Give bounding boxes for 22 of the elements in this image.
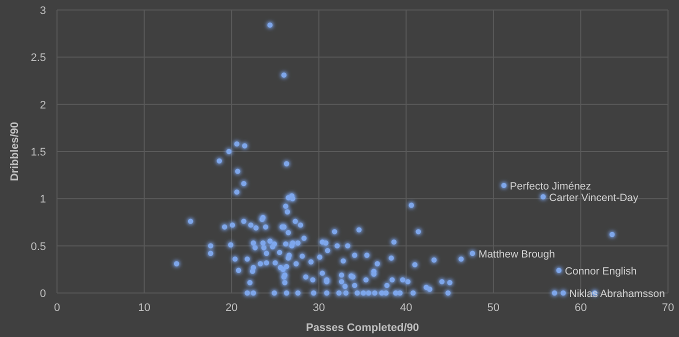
y-tick-label: 3 <box>40 5 46 17</box>
y-tick-label: 1.5 <box>30 146 46 158</box>
y-axis-title: Dribbles/90 <box>9 122 21 182</box>
y-tick-label: 1 <box>40 194 46 206</box>
annotation: Connor English <box>564 265 637 278</box>
x-tick-label: 60 <box>574 302 587 314</box>
x-tick-label: 70 <box>662 302 674 314</box>
x-tick-label: 50 <box>487 302 500 314</box>
x-tick-label: 0 <box>54 302 60 314</box>
annotation: Niklas Abrahamsson <box>569 288 666 300</box>
annotation: Carter Vincent-Day <box>549 192 640 204</box>
y-tick-label: 2.5 <box>30 52 46 64</box>
x-tick-label: 20 <box>225 302 238 314</box>
x-tick-label: 30 <box>312 302 325 314</box>
annotation: Matthew Brough <box>478 248 556 260</box>
x-tick-label: 10 <box>138 302 150 314</box>
y-tick-label: 0 <box>40 288 46 300</box>
x-tick-label: 40 <box>400 302 412 314</box>
annotation: Perfecto Jiménez <box>510 180 592 192</box>
y-tick-label: 0.5 <box>30 240 46 253</box>
y-tick-label: 2 <box>40 99 46 112</box>
x-axis-title: Passes Completed/90 <box>306 322 420 334</box>
